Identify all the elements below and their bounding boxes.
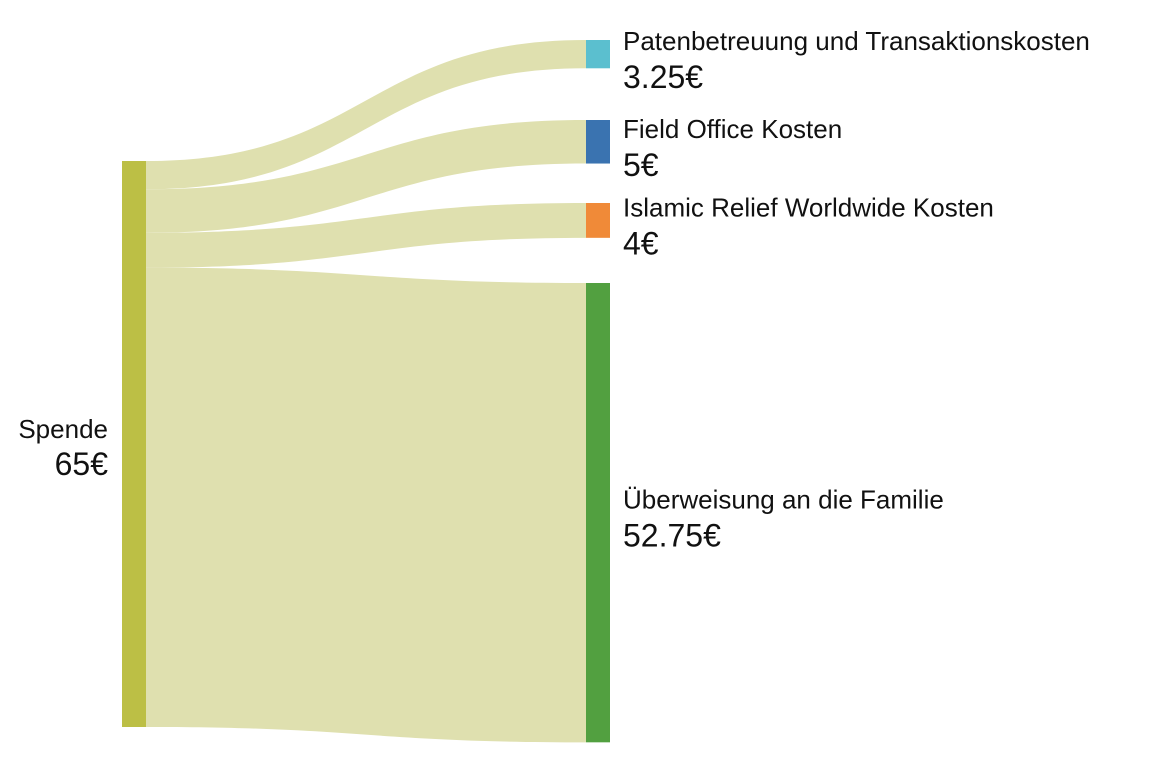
node-patenbetreuung: [586, 40, 610, 69]
target-name-label: Patenbetreuung und Transaktionskosten: [623, 26, 1090, 56]
node-field-office: [586, 120, 610, 164]
sankey-nodes: [122, 40, 610, 743]
target-value-label: 3.25€: [623, 59, 703, 95]
source-name-label: Spende: [18, 414, 108, 444]
target-name-label: Field Office Kosten: [623, 114, 842, 144]
node-ueberweisung-familie: [586, 283, 610, 743]
target-name-label: Islamic Relief Worldwide Kosten: [623, 192, 994, 222]
node-islamic-relief-worldwide: [586, 203, 610, 238]
node-spende: [122, 161, 146, 727]
link-spende-to-islamic-relief-worldwide: [146, 203, 586, 268]
target-value-label: 5€: [623, 147, 659, 183]
link-spende-to-patenbetreuung: [146, 40, 586, 190]
target-value-label: 52.75€: [623, 518, 721, 554]
target-name-label: Überweisung an die Familie: [623, 485, 944, 515]
target-value-label: 4€: [623, 225, 659, 261]
sankey-links: [146, 40, 586, 743]
link-spende-to-ueberweisung-familie: [146, 267, 586, 743]
link-spende-to-field-office: [146, 120, 586, 233]
sankey-labels: Spende 65€ Patenbetreuung und Transaktio…: [18, 26, 1090, 554]
source-value-label: 65€: [55, 446, 109, 482]
